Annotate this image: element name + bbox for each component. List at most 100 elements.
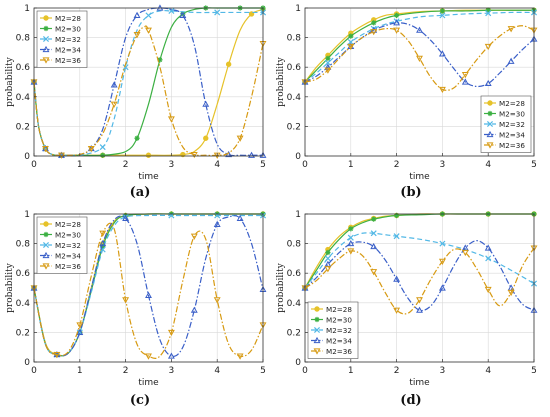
data-point xyxy=(393,307,401,314)
data-point xyxy=(461,249,469,257)
y-tick-label: 0.2 xyxy=(287,328,301,338)
data-point xyxy=(100,152,106,158)
series-line xyxy=(304,25,535,91)
axes-frame xyxy=(304,7,535,157)
series-line xyxy=(33,25,264,157)
data-point xyxy=(259,151,267,158)
series xyxy=(30,25,267,159)
data-point xyxy=(213,297,221,304)
legend-label: M2=34 xyxy=(55,251,81,260)
data-point xyxy=(180,11,186,17)
data-point xyxy=(370,269,378,276)
data-point xyxy=(324,59,331,66)
legend-label: M2=36 xyxy=(55,262,81,271)
legend-marker xyxy=(42,241,50,249)
legend-label: M2=30 xyxy=(55,230,81,239)
series-line xyxy=(304,11,535,83)
data-point xyxy=(484,79,492,87)
data-point xyxy=(393,27,401,34)
x-tick-label: 3 xyxy=(169,160,175,170)
data-point xyxy=(325,249,331,256)
legend-marker xyxy=(486,130,494,138)
legend-marker xyxy=(43,15,49,21)
y-tick-label: 0.6 xyxy=(287,63,302,73)
axes-frame xyxy=(33,213,264,363)
y-tick-label: 0 xyxy=(24,358,30,368)
y-tick-label: 1 xyxy=(24,210,30,220)
series-line xyxy=(33,214,263,357)
chart-panel: 0 1 2 3 4 5 0 0.2 0.4 0.6 0.8 1 time probability M2=28… xyxy=(5,210,267,408)
x-tick-label: 5 xyxy=(531,160,537,170)
legend-label: M2=32 xyxy=(499,120,525,129)
chart-panel: 0 1 2 3 4 5 0 0.2 0.4 0.6 0.8 1 time probability M2=28… xyxy=(276,210,538,408)
data-point xyxy=(394,12,400,18)
x-tick-label: 4 xyxy=(214,160,220,170)
data-point xyxy=(507,289,515,297)
data-point xyxy=(122,297,130,304)
data-point xyxy=(484,286,492,294)
data-point xyxy=(110,101,118,108)
legend-label: M2=28 xyxy=(326,305,352,314)
data-point xyxy=(145,12,152,19)
x-tick-label: 0 xyxy=(302,366,308,376)
data-point xyxy=(393,233,400,240)
x-tick-label: 5 xyxy=(531,366,537,376)
x-tick-label: 3 xyxy=(169,366,175,376)
series xyxy=(302,7,537,85)
data-point xyxy=(203,135,209,141)
data-point xyxy=(347,39,354,46)
y-tick-label: 0 xyxy=(24,152,30,162)
series xyxy=(301,239,538,313)
data-point xyxy=(190,151,198,159)
panel-label: (c) xyxy=(130,393,150,408)
data-point xyxy=(507,26,515,33)
x-axis-label: time xyxy=(409,172,430,182)
legend-marker xyxy=(313,348,321,355)
data-point xyxy=(134,135,140,141)
data-point xyxy=(99,230,107,237)
legend-label: M2=32 xyxy=(55,35,81,44)
x-tick-label: 2 xyxy=(394,160,400,170)
x-tick-label: 5 xyxy=(260,366,266,376)
data-point xyxy=(42,146,49,153)
data-point xyxy=(347,43,355,51)
data-point xyxy=(416,306,423,313)
data-point xyxy=(190,306,198,313)
legend-marker xyxy=(42,263,50,270)
data-point xyxy=(439,240,446,247)
data-point xyxy=(168,7,175,14)
series-line xyxy=(304,240,535,312)
x-tick-label: 1 xyxy=(77,366,83,376)
data-point xyxy=(439,12,446,19)
panel-label: (b) xyxy=(400,185,421,200)
legend-marker xyxy=(487,100,493,106)
y-tick-label: 0.4 xyxy=(287,93,302,103)
data-point xyxy=(122,214,130,222)
data-point xyxy=(248,151,255,158)
data-point xyxy=(370,29,378,36)
x-tick-label: 4 xyxy=(485,160,491,170)
x-tick-label: 0 xyxy=(31,160,37,170)
y-axis-label: probability xyxy=(5,56,15,107)
data-point xyxy=(324,67,332,74)
data-point xyxy=(145,152,152,158)
data-point xyxy=(485,255,492,262)
y-tick-label: 0.8 xyxy=(16,34,31,44)
legend-marker xyxy=(42,251,50,259)
x-tick-label: 1 xyxy=(77,160,83,170)
legend-marker xyxy=(42,57,50,64)
series-line xyxy=(33,215,264,357)
x-axis-label: time xyxy=(409,378,430,388)
x-axis-label: time xyxy=(138,172,159,182)
data-point xyxy=(76,322,84,329)
data-point xyxy=(236,214,244,222)
x-tick-label: 1 xyxy=(348,366,354,376)
legend-label: M2=32 xyxy=(326,326,352,335)
legend-marker xyxy=(42,35,50,43)
data-point xyxy=(99,144,106,151)
data-point xyxy=(461,72,469,79)
data-point xyxy=(225,61,232,67)
y-tick-label: 1 xyxy=(295,210,301,220)
x-tick-label: 0 xyxy=(31,366,37,376)
